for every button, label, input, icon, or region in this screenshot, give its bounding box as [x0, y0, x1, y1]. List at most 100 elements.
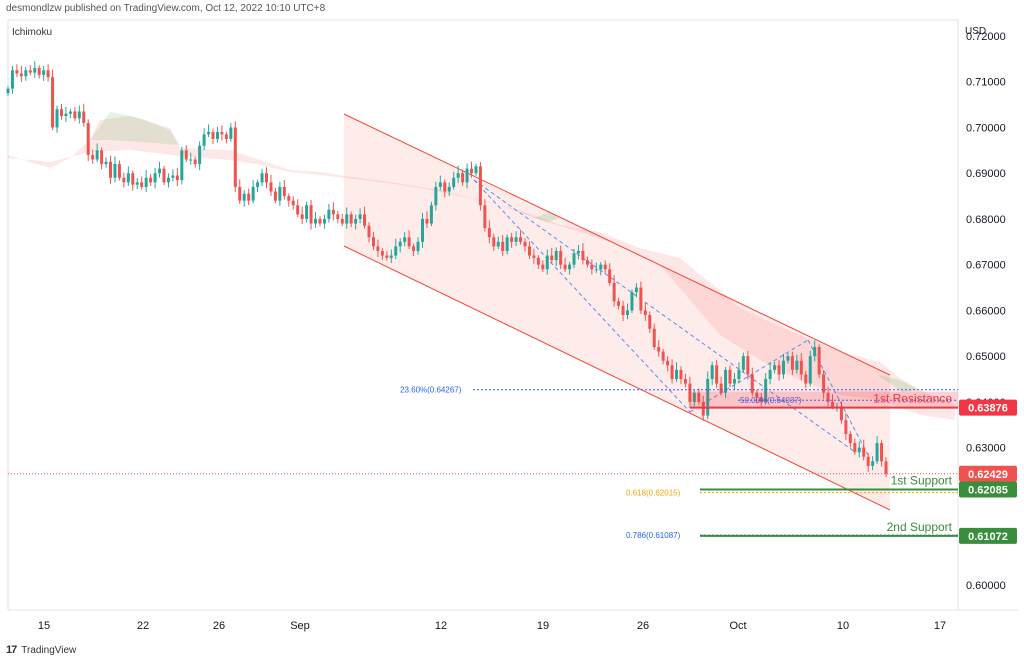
candle-body — [68, 111, 72, 114]
candle-body — [470, 168, 474, 174]
candle-body — [318, 218, 322, 224]
candle-body — [314, 218, 318, 224]
candle-body — [282, 186, 286, 197]
candle-body — [817, 347, 821, 375]
candle-body — [363, 214, 367, 226]
candle-body — [389, 255, 393, 258]
candle-body — [688, 383, 692, 402]
candle-body — [456, 173, 460, 178]
x-tick-label: 26 — [213, 620, 225, 632]
candle-body — [648, 315, 652, 329]
candle-body — [345, 214, 349, 224]
publisher-info: desmondlzw published on TradingView.com,… — [6, 3, 326, 14]
candle-body — [568, 264, 572, 270]
candle-body — [737, 369, 741, 380]
candle-body — [19, 73, 23, 77]
indicator-label[interactable]: Ichimoku — [12, 27, 53, 38]
candle-body — [514, 237, 518, 242]
y-tick-label: 0.65000 — [966, 351, 1006, 363]
candle-body — [661, 351, 665, 361]
candle-body — [884, 461, 888, 474]
candle-body — [483, 205, 487, 229]
candle-body — [621, 305, 625, 315]
y-tick-label: 0.70000 — [966, 122, 1006, 134]
candle-body — [242, 193, 246, 201]
candle-body — [376, 246, 380, 251]
candle-body — [131, 173, 135, 185]
y-tick-label: 0.60000 — [966, 580, 1006, 592]
candle-body — [122, 177, 126, 183]
x-tick-label: 26 — [637, 620, 649, 632]
candle-body — [434, 186, 438, 206]
y-axis: 0.72000 0.71000 0.70000 0.69000 0.68000 0.670… — [966, 31, 1006, 592]
candle-body — [786, 356, 790, 361]
price-label: 0.63876 — [968, 403, 1008, 415]
candle-body — [880, 443, 884, 462]
candle-body — [158, 168, 162, 174]
candle-body — [657, 347, 661, 352]
candle-body — [871, 461, 875, 466]
candle-body — [559, 250, 563, 265]
candle-body — [541, 264, 545, 270]
x-tick-label: 10 — [837, 620, 849, 632]
candle-body — [95, 150, 99, 160]
candle-body — [380, 250, 384, 256]
candle-body — [385, 255, 389, 258]
candle-body — [287, 196, 291, 201]
price-label-bg — [959, 465, 1017, 482]
candle-body — [407, 237, 411, 247]
candlesticks — [6, 61, 888, 478]
candle-body — [104, 161, 108, 165]
x-tick-label: 19 — [537, 620, 549, 632]
price-chart[interactable]: 23.60%(0.64267) 50.00%(0.64037) 0.618(0.62… — [0, 0, 1024, 640]
candle-body — [189, 159, 193, 161]
y-tick-label: 0.69000 — [966, 168, 1006, 180]
candle-body — [162, 168, 166, 183]
candle-body — [305, 205, 309, 219]
candle-body — [354, 218, 358, 224]
price-label: 0.62429 — [968, 469, 1008, 481]
candle-body — [447, 186, 451, 192]
candle-body — [527, 246, 531, 256]
y-tick-label: 0.71000 — [966, 77, 1006, 89]
price-label: 0.62085 — [968, 484, 1008, 496]
cloud-bullish — [90, 112, 180, 145]
candle-body — [813, 347, 817, 357]
candle-body — [634, 287, 638, 293]
y-tick-label: 0.72000 — [966, 31, 1006, 43]
candle-body — [113, 164, 117, 178]
candle-body — [501, 241, 505, 251]
candle-body — [336, 214, 340, 219]
candle-body — [773, 365, 777, 370]
resistance-zone — [690, 391, 958, 408]
annotation-label: 1st Support — [891, 473, 953, 487]
candle-body — [59, 109, 63, 117]
candle-body — [764, 379, 768, 402]
candle-body — [91, 154, 95, 160]
candle-body — [340, 218, 344, 224]
candle-body — [322, 218, 326, 224]
candle-body — [166, 177, 170, 183]
candle-body — [465, 168, 469, 183]
channel-fill — [344, 114, 890, 510]
candle-body — [180, 150, 184, 181]
candle-body — [478, 166, 482, 206]
candle-body — [256, 182, 260, 187]
candle-body — [77, 111, 81, 119]
candle-body — [126, 173, 130, 183]
cloud-bearish — [8, 116, 955, 420]
candle-body — [264, 173, 268, 183]
candle-body — [394, 246, 398, 256]
candle-body — [617, 301, 621, 306]
candle-body — [572, 253, 576, 265]
candle-body — [790, 356, 794, 370]
candle-body — [82, 111, 86, 123]
y-tick-label: 0.67000 — [966, 260, 1006, 272]
candle-body — [563, 264, 567, 270]
candle-body — [438, 182, 442, 187]
candle-body — [37, 68, 41, 75]
y-tick-label: 0.68000 — [966, 214, 1006, 226]
cloud-bullish — [535, 212, 560, 222]
candle-body — [55, 109, 59, 128]
candle-body — [608, 269, 612, 283]
